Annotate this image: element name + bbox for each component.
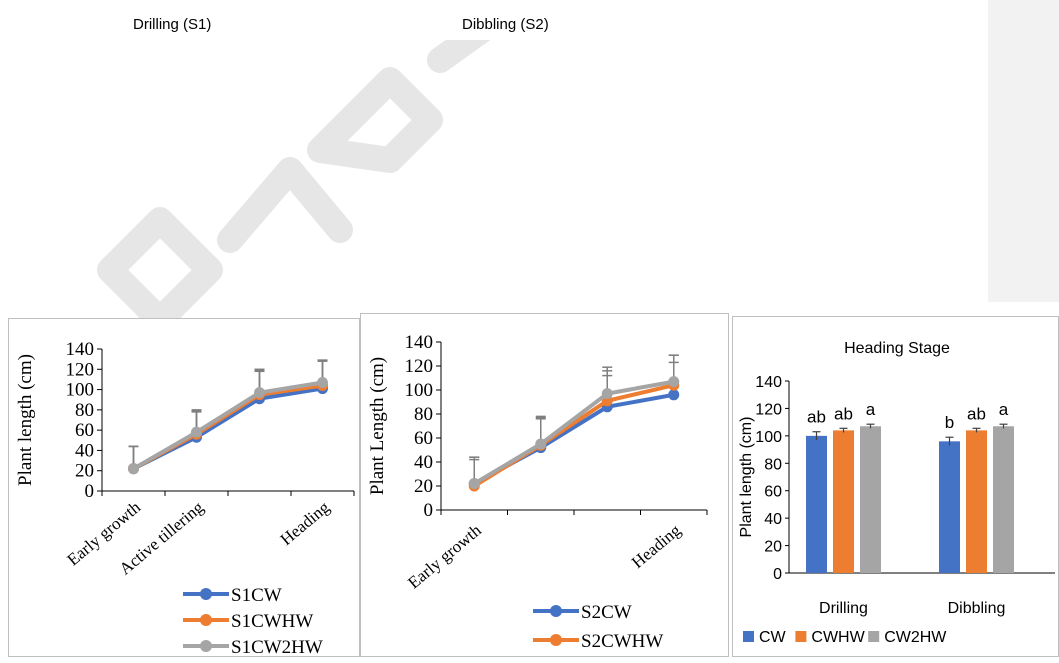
y-tick-label: 40 — [764, 511, 782, 528]
data-point-S2CW2HW — [668, 376, 680, 388]
significance-letter: b — [945, 413, 954, 432]
category-label: Heading — [628, 520, 685, 572]
y-tick-label: 140 — [66, 339, 95, 360]
data-point-S1CW2HW — [254, 387, 265, 399]
y-tick-label: 80 — [75, 400, 94, 421]
significance-letter: a — [999, 400, 1009, 419]
category-label: Early growth — [404, 520, 485, 592]
caption-drilling: Drilling (S1) — [133, 16, 212, 33]
legend-label: S1CW — [231, 585, 282, 606]
y-tick-label: 140 — [755, 374, 782, 391]
y-axis-label: Plant Length (cm) — [367, 357, 388, 495]
significance-letter: ab — [967, 404, 986, 423]
chart-panel-drilling: 0 20 40 60 80 100 120 140 Plant length (cm) Early… — [8, 318, 360, 658]
legend-label: S2CW — [581, 602, 632, 623]
y-tick-label: 120 — [405, 356, 434, 377]
chart-panel-dibbling: 0 20 40 60 80 100 120 140 Plant Length (cm) Early… — [360, 313, 729, 657]
y-tick-label: 100 — [755, 429, 782, 446]
category-label: Dibbling — [948, 600, 1006, 617]
legend-swatch — [795, 631, 807, 642]
chart-panel-heading-stage: Heading Stage 0 20 40 60 80 100 120 140 Plant len… — [732, 316, 1059, 657]
y-tick-label: 0 — [773, 566, 782, 583]
bar-CWHW — [833, 430, 854, 573]
series-line-S2CW2HW — [473, 379, 675, 486]
legend-marker — [200, 588, 212, 600]
legend-label: S1CWHW — [231, 611, 313, 632]
y-tick-label: 100 — [66, 380, 95, 401]
data-point-S1CW2HW — [128, 463, 139, 475]
y-tick-label: 20 — [414, 476, 433, 497]
significance-letter: a — [866, 400, 876, 419]
bar-CW — [939, 441, 960, 573]
data-point-S2CW2HW — [468, 478, 480, 490]
bar-CW2HW — [860, 426, 881, 573]
caption-dibbling: Dibbling (S2) — [462, 16, 549, 33]
legend-label: CW2HW — [884, 629, 947, 646]
data-point-S2CW2HW — [601, 388, 613, 400]
y-axis-label: Plant length (cm) — [738, 417, 755, 538]
chart-title: Heading Stage — [844, 340, 950, 357]
bar-CWHW — [966, 430, 987, 573]
legend-label: S2CWHW — [581, 631, 663, 652]
legend-swatch — [868, 631, 880, 642]
legend-marker — [200, 614, 212, 626]
data-point-S2CW — [668, 389, 680, 401]
series-line-S1CW — [132, 386, 323, 471]
data-point-S2CW2HW — [535, 438, 547, 450]
y-tick-label: 60 — [764, 484, 782, 501]
bar-chart-heading-stage: Heading Stage 0 20 40 60 80 100 120 140 Plant len… — [738, 340, 1055, 646]
y-tick-label: 80 — [414, 404, 433, 425]
bar-CW — [806, 435, 827, 573]
y-tick-label: 80 — [764, 456, 782, 473]
y-tick-label: 20 — [75, 461, 94, 482]
y-tick-label: 60 — [75, 420, 94, 441]
y-tick-label: 0 — [424, 500, 434, 521]
y-tick-label: 120 — [66, 359, 95, 380]
significance-letter: ab — [807, 408, 826, 427]
y-tick-label: 120 — [755, 401, 782, 418]
y-tick-label: 100 — [405, 380, 434, 401]
category-label: Heading — [277, 497, 334, 549]
series-line-S2CW — [473, 392, 675, 486]
data-point-S1CW2HW — [191, 426, 202, 438]
legend-swatch — [743, 631, 754, 642]
y-axis-label: Plant length (cm) — [15, 354, 36, 486]
watermark-decoration — [97, 40, 491, 333]
legend-label: CW — [759, 629, 787, 646]
y-tick-label: 60 — [414, 428, 433, 449]
side-panel — [988, 0, 1059, 302]
legend-label: CWHW — [811, 629, 865, 646]
significance-letter: ab — [834, 404, 853, 423]
legend-marker — [550, 634, 562, 646]
y-tick-label: 20 — [764, 539, 782, 556]
category-label: Drilling — [819, 600, 868, 617]
line-chart-dibbling: 0 20 40 60 80 100 120 140 Plant Length (cm) Early… — [367, 332, 708, 652]
legend-marker — [550, 605, 562, 617]
data-point-S1CW2HW — [317, 376, 328, 388]
y-tick-label: 0 — [85, 481, 95, 502]
legend-marker — [200, 640, 212, 652]
series-line-S1CW2HW — [132, 380, 323, 471]
bar-CW2HW — [993, 426, 1014, 573]
y-tick-label: 40 — [414, 452, 433, 473]
legend-label: S1CW2HW — [231, 637, 323, 658]
y-tick-label: 40 — [75, 440, 94, 461]
y-tick-label: 140 — [405, 332, 434, 353]
